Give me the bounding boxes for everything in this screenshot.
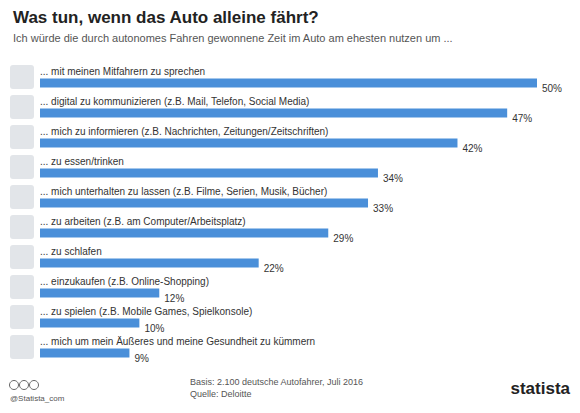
svg-text:... mit meinen Mitfahrern zu s: ... mit meinen Mitfahrern zu sprechen — [40, 66, 205, 77]
svg-text:... mich zu informieren (z.B.: ... mich zu informieren (z.B. Nachrichte… — [40, 126, 328, 137]
svg-text:Quelle: Deloitte: Quelle: Deloitte — [190, 389, 252, 399]
svg-text:... zu schlafen: ... zu schlafen — [40, 246, 102, 257]
svg-text:@Statista_com: @Statista_com — [10, 394, 65, 403]
svg-text:9%: 9% — [134, 353, 149, 364]
svg-text:... einzukaufen (z.B. Online-S: ... einzukaufen (z.B. Online-Shopping) — [40, 276, 209, 287]
svg-text:... digital zu kommunizieren (: ... digital zu kommunizieren (z.B. Mail,… — [40, 96, 309, 107]
svg-text:... mich um mein Äußeres und m: ... mich um mein Äußeres und meine Gesun… — [40, 336, 315, 347]
svg-text:statista: statista — [510, 379, 570, 398]
svg-text:... zu arbeiten (z.B. am Compu: ... zu arbeiten (z.B. am Computer/Arbeit… — [40, 216, 246, 227]
svg-text:47%: 47% — [512, 113, 532, 124]
svg-text:Basis: 2.100 deutsche Autofahr: Basis: 2.100 deutsche Autofahrer, Juli 2… — [190, 377, 363, 387]
svg-text:22%: 22% — [264, 263, 284, 274]
svg-text:... zu spielen (z.B. Mobile Ga: ... zu spielen (z.B. Mobile Games, Spiel… — [40, 306, 252, 317]
svg-text:33%: 33% — [373, 203, 393, 214]
svg-text:... zu essen/trinken: ... zu essen/trinken — [40, 156, 124, 167]
svg-text:12%: 12% — [164, 293, 184, 304]
svg-text:29%: 29% — [333, 233, 353, 244]
svg-text:Was tun, wenn das Auto alleine: Was tun, wenn das Auto alleine fährt? — [13, 8, 319, 27]
svg-text:50%: 50% — [542, 83, 562, 94]
svg-text:42%: 42% — [462, 143, 482, 154]
svg-text:10%: 10% — [144, 323, 164, 334]
svg-text:Ich würde die durch autonomes: Ich würde die durch autonomes Fahren gew… — [13, 32, 453, 44]
svg-text:... mich unterhalten zu lassen: ... mich unterhalten zu lassen (z.B. Fil… — [40, 186, 327, 197]
svg-text:34%: 34% — [383, 173, 403, 184]
